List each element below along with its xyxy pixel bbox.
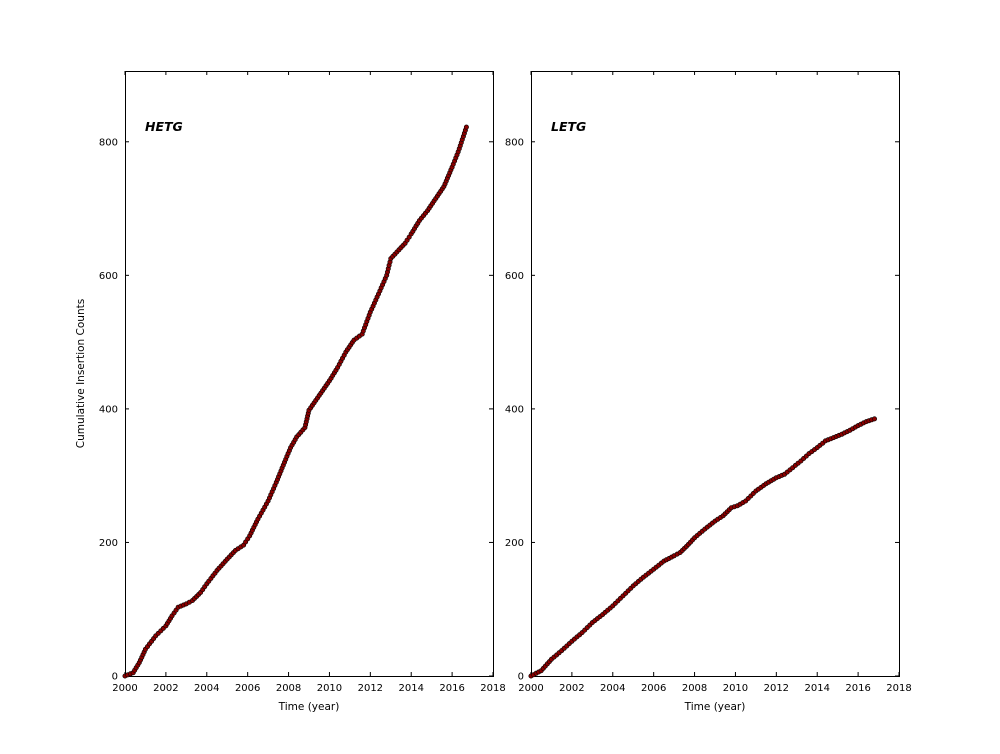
panel-label: HETG [145,119,183,134]
x-tick-label: 2000 [112,683,137,694]
data-point [463,124,469,130]
x-tick-label: 2010 [723,683,748,694]
x-tick-label: 2004 [194,683,219,694]
x-tick-label: 2016 [845,683,870,694]
y-tick-label: 0 [518,672,524,683]
data-point [871,416,877,422]
x-tick-label: 2002 [559,683,584,694]
y-tick-label: 200 [505,538,524,549]
x-tick-label: 2012 [764,683,789,694]
x-tick-label: 2008 [276,683,301,694]
x-tick-label: 2014 [804,683,829,694]
hetg-series [122,124,469,679]
x-tick-label: 2018 [886,683,911,694]
x-tick-label: 2002 [153,683,178,694]
letg-series [528,416,877,679]
x-tick-label: 2004 [600,683,625,694]
x-axis-label: Time (year) [684,701,746,713]
y-tick-label: 400 [505,404,524,415]
x-tick-label: 2006 [235,683,260,694]
y-tick-label: 600 [505,271,524,282]
axes-frame [531,71,900,677]
y-tick-label: 600 [99,271,118,282]
x-axis-label: Time (year) [278,701,340,713]
y-tick-label: 800 [505,137,524,148]
letg-panel: 2000 2002 2004 2006 2008 2010 2012 2014 2016 2018… [505,71,912,713]
y-tick-label: 200 [99,538,118,549]
x-tick-label: 2008 [682,683,707,694]
y-tick-label: 400 [99,404,118,415]
y-tick-label: 800 [99,137,118,148]
axes-frame [125,71,494,677]
x-tick-label: 2018 [480,683,505,694]
x-tick-label: 2016 [439,683,464,694]
y-axis-label: Cumulative Insertion Counts [75,299,87,448]
hetg-panel: 2000 2002 2004 2006 2008 2010 2012 2014 2016 2018… [75,71,506,713]
x-tick-label: 2012 [358,683,383,694]
y-tick-label: 0 [112,672,118,683]
x-tick-label: 2006 [641,683,666,694]
panel-label: LETG [551,119,586,134]
x-tick-label: 2010 [317,683,342,694]
x-tick-label: 2014 [398,683,423,694]
x-tick-label: 2000 [518,683,543,694]
